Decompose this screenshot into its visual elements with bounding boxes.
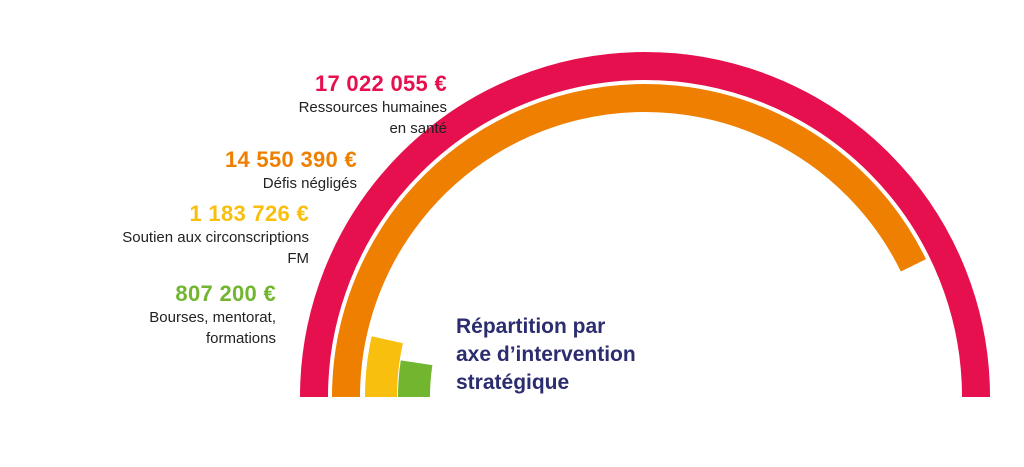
radial-bar-0 bbox=[300, 52, 990, 398]
value-label: 14 550 390 € bbox=[224, 147, 357, 172]
label-defis-negliges: 14 550 390 € Défis négligés bbox=[225, 147, 357, 194]
category-label: Ressources humaines en santé bbox=[298, 99, 447, 137]
chart-title: Répartition par axe d’intervention strat… bbox=[456, 315, 636, 394]
value-label: 807 200 € bbox=[175, 281, 276, 306]
label-bourses-mentorat: 807 200 € Bourses, mentorat, formations bbox=[149, 281, 276, 349]
value-label: 17 022 055 € bbox=[314, 71, 447, 96]
label-ressources-humaines: 17 022 055 € Ressources humaines en sant… bbox=[299, 71, 447, 139]
radial-bar-3 bbox=[398, 360, 433, 398]
category-label: Bourses, mentorat, formations bbox=[149, 309, 276, 347]
radial-bar-1 bbox=[332, 84, 926, 398]
value-label: 1 183 726 € bbox=[189, 201, 309, 226]
radial-bar-2 bbox=[365, 336, 403, 398]
category-label: Défis négligés bbox=[262, 175, 357, 192]
label-soutien-circonscriptions: 1 183 726 € Soutien aux circonscriptions… bbox=[122, 201, 309, 269]
category-label: Soutien aux circonscriptions FM bbox=[122, 229, 309, 267]
